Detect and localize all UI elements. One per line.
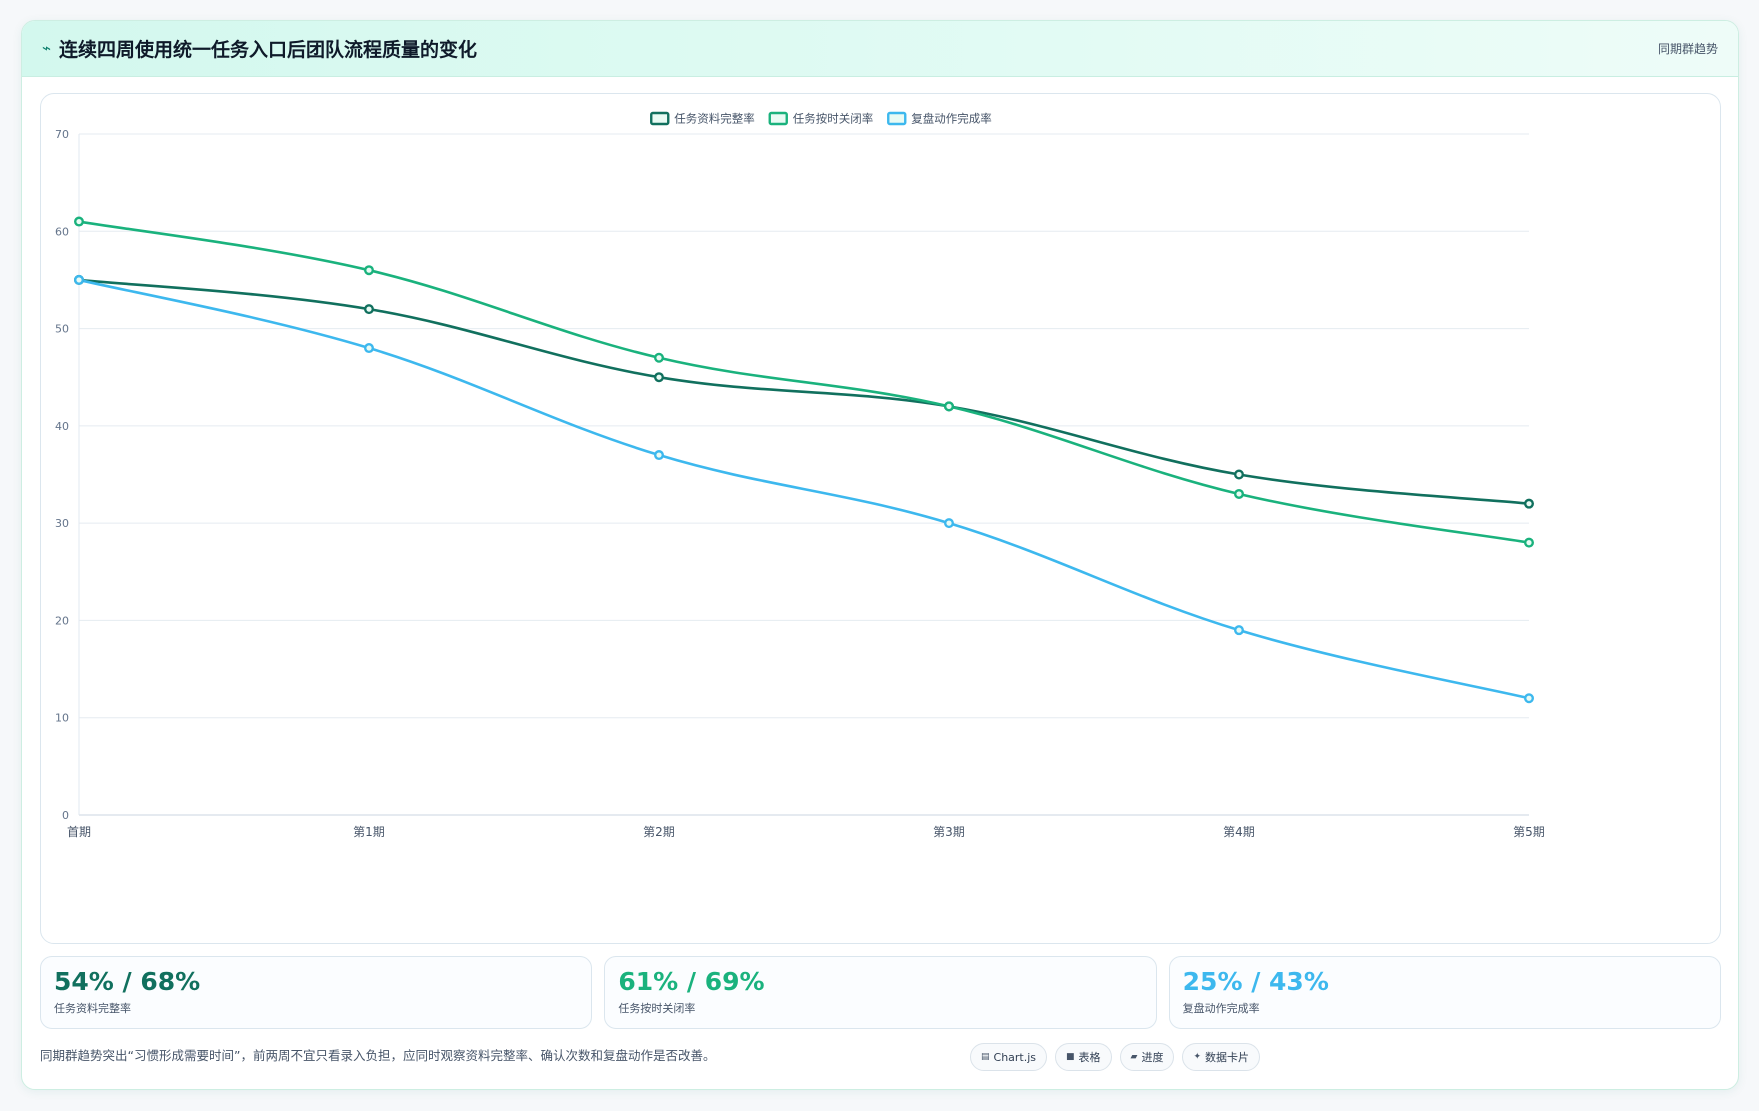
stat-label: 复盘动作完成率	[1182, 1002, 1260, 1015]
series-point-1	[944, 401, 955, 412]
chip-label: 数据卡片	[1205, 1051, 1250, 1064]
card-header: ⌁ 连续四周使用统一任务入口后团队流程质量的变化 同期群趋势	[22, 21, 1738, 77]
stat-value: 61% / 69%	[618, 967, 765, 996]
stat-label: 任务资料完整率	[54, 1002, 131, 1015]
series-point-2	[654, 450, 665, 461]
y-tick-label: 0	[62, 809, 69, 822]
tech-chips: ▤ Chart.js ■ 表格 ▰ 进度 ✦ 数据卡片	[970, 1043, 1261, 1071]
page-title: 连续四周使用统一任务入口后团队流程质量的变化	[59, 39, 478, 61]
legend-swatch	[768, 111, 788, 126]
series-point-2	[944, 518, 955, 529]
chip-table[interactable]: ■ 表格	[1055, 1043, 1112, 1071]
legend-swatch	[887, 111, 907, 126]
chip-chartjs[interactable]: ▤ Chart.js	[970, 1043, 1048, 1071]
chip-data-card[interactable]: ✦ 数据卡片	[1182, 1043, 1261, 1071]
series-point-0	[1233, 469, 1244, 480]
series-point-1	[1523, 537, 1534, 548]
progress-icon: ▰	[1130, 1052, 1138, 1062]
series-point-1	[1233, 488, 1244, 499]
series-point-1	[364, 265, 375, 276]
x-tick-label: 第4期	[1223, 825, 1255, 839]
x-tick-label: 第3期	[933, 825, 965, 839]
table-icon: ■	[1066, 1052, 1075, 1062]
series-line-0	[78, 278, 1530, 505]
chip-progress[interactable]: ▰ 进度	[1119, 1043, 1175, 1071]
y-tick-label: 60	[55, 225, 69, 238]
chip-label: 进度	[1141, 1051, 1164, 1064]
stat-card-review-actions: 25% / 43% 复盘动作完成率	[1168, 956, 1721, 1029]
series-point-0	[654, 372, 665, 383]
series-point-2	[1233, 625, 1244, 636]
line-chart: 0 10 20 30 40 50 60 70 首期 第1期 第2期 第3期 第4期 第5期 任务资料完整率 任…	[55, 111, 1545, 840]
footer-note: 同期群趋势突出“习惯形成需要时间”，前两周不宜只看录入负担，应同时观察资料完整率…	[40, 1048, 716, 1063]
stat-card-completeness: 54% / 68% 任务资料完整率	[40, 956, 593, 1029]
chart-panel: 0 10 20 30 40 50 60 70 首期 第1期 第2期 第3期 第4期 第5期 任务资料完整率 任…	[40, 93, 1721, 944]
header-tag: 同期群趋势	[1657, 42, 1718, 56]
series-line-1	[78, 220, 1530, 544]
trend-card: ⌁ 连续四周使用统一任务入口后团队流程质量的变化 同期群趋势 0 10 20 30 40…	[21, 20, 1739, 1090]
y-tick-label: 40	[55, 420, 69, 433]
x-tick-label: 第5期	[1513, 825, 1545, 839]
series-point-2	[74, 274, 85, 285]
chip-label: 表格	[1078, 1051, 1101, 1064]
legend-label: 复盘动作完成率	[911, 112, 992, 126]
bolt-icon: ⌁	[42, 39, 52, 57]
chart-icon: ▤	[981, 1052, 990, 1062]
series-point-2	[1523, 693, 1534, 704]
card-icon: ✦	[1193, 1052, 1202, 1062]
y-tick-label: 20	[55, 614, 69, 627]
series-point-1	[74, 216, 85, 227]
stat-value: 25% / 43%	[1182, 967, 1329, 996]
y-tick-label: 70	[55, 128, 69, 141]
series-line-2	[78, 278, 1530, 700]
stat-value: 54% / 68%	[54, 967, 201, 996]
x-tick-label: 第2期	[643, 825, 675, 839]
title-wrap: ⌁ 连续四周使用统一任务入口后团队流程质量的变化	[42, 35, 477, 62]
series-point-0	[1523, 498, 1534, 509]
legend-label: 任务按时关闭率	[793, 112, 874, 126]
x-tick-label: 首期	[67, 825, 91, 839]
series-point-0	[364, 304, 375, 315]
series-point-2	[364, 343, 375, 354]
y-tick-label: 10	[55, 712, 69, 725]
y-tick-label: 30	[55, 517, 69, 530]
x-tick-label: 第1期	[353, 825, 385, 839]
stat-card-on-time-close: 61% / 69% 任务按时关闭率	[604, 956, 1157, 1029]
stat-cards: 54% / 68% 任务资料完整率 61% / 69% 任务按时关闭率 25% …	[40, 956, 1721, 1029]
legend-label: 任务资料完整率	[674, 112, 755, 126]
chip-label: Chart.js	[993, 1050, 1037, 1064]
stat-label: 任务按时关闭率	[618, 1002, 696, 1015]
series-point-1	[654, 352, 665, 363]
legend-swatch	[650, 111, 670, 126]
y-tick-label: 50	[55, 323, 69, 336]
